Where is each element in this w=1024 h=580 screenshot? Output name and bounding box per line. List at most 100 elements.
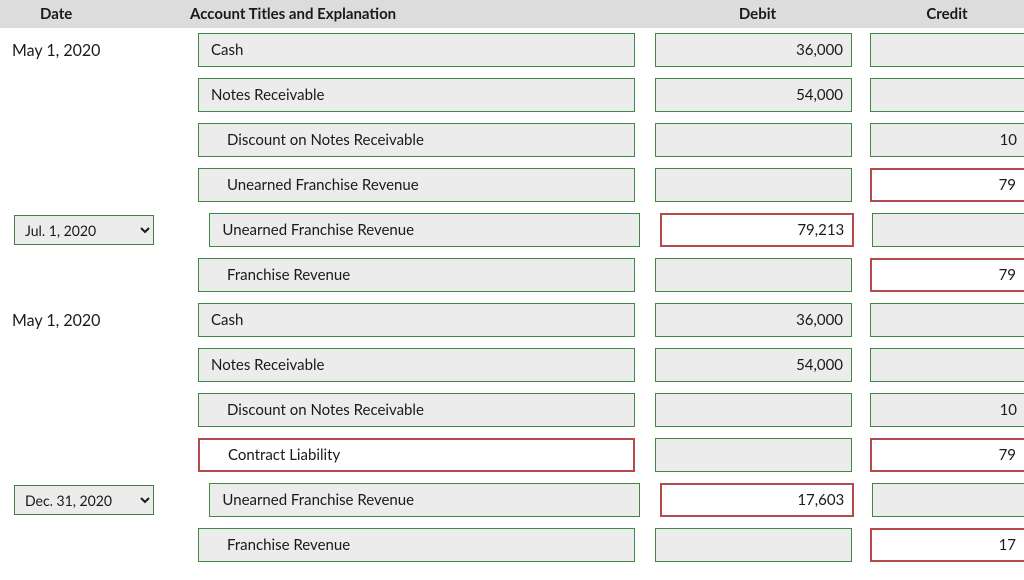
header-date: Date [0,5,180,23]
account-title-input[interactable]: Unearned Franchise Revenue [209,483,640,517]
credit-cell [870,303,1024,343]
account-cell: Franchise Revenue [180,258,645,298]
table-row: Notes Receivable 54,000 [0,73,1024,118]
table-row: Contract Liability 79 [0,433,1024,478]
credit-input[interactable]: 10 [870,393,1024,427]
header-account: Account Titles and Explanation [180,5,645,23]
date-empty [0,528,180,536]
date-empty [0,123,180,131]
date-select-wrapper: Jul. 1, 2020 [14,215,191,245]
date-select[interactable]: Jul. 1, 2020 [14,215,154,245]
credit-input[interactable] [870,303,1024,337]
debit-input[interactable]: 54,000 [655,78,852,112]
credit-input[interactable] [870,78,1024,112]
table-row: Franchise Revenue 17 [0,523,1024,568]
debit-input[interactable]: 36,000 [655,33,852,67]
credit-input[interactable] [872,213,1024,247]
credit-cell: 79 [870,168,1024,208]
account-cell: Unearned Franchise Revenue [191,213,650,253]
date-empty [0,438,180,446]
journal-entry-table: Date Account Titles and Explanation Debi… [0,0,1024,568]
credit-cell: 10 [870,393,1024,433]
debit-input[interactable] [655,168,852,202]
debit-cell: 36,000 [645,33,870,73]
date-text: May 1, 2020 [0,33,180,60]
date-select-wrapper: Dec. 31, 2020 [14,485,191,515]
debit-cell [645,528,870,568]
account-cell: Cash [180,33,645,73]
account-title-input[interactable]: Discount on Notes Receivable [198,123,635,157]
table-row: Dec. 31, 2020 Unearned Franchise Revenue 1… [0,478,1024,523]
date-empty [0,78,180,86]
account-cell: Notes Receivable [180,78,645,118]
credit-input[interactable]: 10 [870,123,1024,157]
credit-cell [870,348,1024,388]
debit-cell: 36,000 [645,303,870,343]
date-select[interactable]: Dec. 31, 2020 [14,485,154,515]
date-empty [0,168,180,176]
account-title-input[interactable]: Unearned Franchise Revenue [209,213,640,247]
debit-input[interactable]: 17,603 [660,483,854,517]
account-cell: Franchise Revenue [180,528,645,568]
debit-input[interactable] [655,528,852,562]
date-text: May 1, 2020 [0,303,180,330]
header-credit: Credit [870,5,1024,23]
credit-cell [872,483,1024,523]
account-title-input[interactable]: Franchise Revenue [198,528,635,562]
table-row: Franchise Revenue 79 [0,253,1024,298]
account-title-input[interactable]: Notes Receivable [198,348,635,382]
debit-input[interactable] [655,258,852,292]
debit-cell [645,438,870,478]
table-row: Notes Receivable 54,000 [0,343,1024,388]
account-cell: Contract Liability [180,438,645,478]
credit-input[interactable]: 79 [870,258,1024,292]
table-body: May 1, 2020 Cash 36,000 Notes Receivable 54,… [0,28,1024,568]
debit-input[interactable]: 79,213 [660,213,854,247]
debit-input[interactable] [655,438,852,472]
table-header-row: Date Account Titles and Explanation Debi… [0,0,1024,28]
credit-input[interactable] [872,483,1024,517]
date-empty [0,258,180,266]
account-title-input[interactable]: Cash [198,33,635,67]
account-title-input[interactable]: Cash [198,303,635,337]
account-cell: Unearned Franchise Revenue [191,483,650,523]
credit-cell [870,78,1024,118]
account-title-input[interactable]: Discount on Notes Receivable [198,393,635,427]
account-title-input[interactable]: Unearned Franchise Revenue [198,168,635,202]
account-title-input[interactable]: Notes Receivable [198,78,635,112]
account-title-input[interactable]: Contract Liability [198,438,635,472]
debit-cell [645,258,870,298]
account-cell: Unearned Franchise Revenue [180,168,645,208]
table-row: Unearned Franchise Revenue 79 [0,163,1024,208]
account-cell: Cash [180,303,645,343]
credit-input[interactable]: 79 [870,168,1024,202]
credit-cell: 79 [870,258,1024,298]
debit-input[interactable] [655,123,852,157]
account-cell: Discount on Notes Receivable [180,123,645,163]
debit-input[interactable] [655,393,852,427]
credit-input[interactable]: 79 [870,438,1024,472]
debit-input[interactable]: 54,000 [655,348,852,382]
credit-cell: 79 [870,438,1024,478]
date-empty [0,393,180,401]
table-row: May 1, 2020 Cash 36,000 [0,298,1024,343]
credit-input[interactable]: 17 [870,528,1024,562]
header-debit: Debit [645,5,870,23]
account-title-input[interactable]: Franchise Revenue [198,258,635,292]
credit-input[interactable] [870,33,1024,67]
debit-cell: 54,000 [645,348,870,388]
debit-cell: 17,603 [650,483,872,523]
debit-cell [645,168,870,208]
account-cell: Discount on Notes Receivable [180,393,645,433]
table-row: May 1, 2020 Cash 36,000 [0,28,1024,73]
debit-cell: 79,213 [650,213,872,253]
credit-input[interactable] [870,348,1024,382]
table-row: Discount on Notes Receivable 10 [0,118,1024,163]
debit-cell: 54,000 [645,78,870,118]
table-row: Jul. 1, 2020 Unearned Franchise Revenue 79… [0,208,1024,253]
date-empty [0,348,180,356]
credit-cell: 10 [870,123,1024,163]
debit-cell [645,393,870,433]
credit-cell [870,33,1024,73]
debit-input[interactable]: 36,000 [655,303,852,337]
